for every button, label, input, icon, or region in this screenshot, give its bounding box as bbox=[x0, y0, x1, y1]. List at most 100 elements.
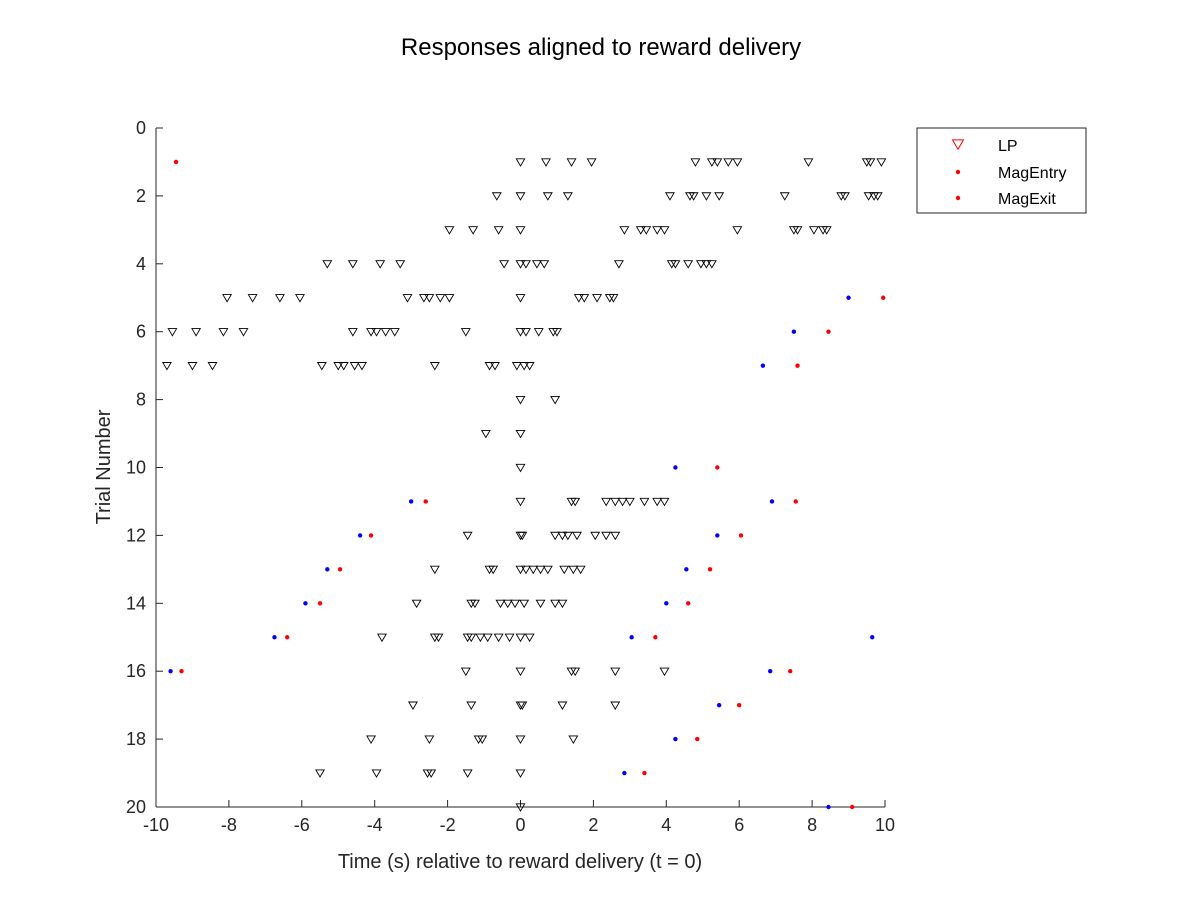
point-lp bbox=[579, 294, 590, 303]
point-lp bbox=[695, 260, 706, 269]
point-magentry bbox=[325, 567, 330, 572]
point-lp bbox=[723, 158, 734, 167]
point-lp bbox=[333, 362, 344, 371]
point-magentry bbox=[826, 804, 831, 810]
point-lp bbox=[732, 158, 743, 167]
point-lp bbox=[624, 497, 635, 507]
point-magexit bbox=[849, 804, 855, 810]
point-lp bbox=[411, 599, 422, 609]
point-lp bbox=[519, 599, 530, 609]
point-lp bbox=[701, 192, 712, 201]
point-lp bbox=[480, 429, 491, 439]
point-lp bbox=[613, 260, 624, 269]
point-lp bbox=[482, 633, 493, 643]
point-lp bbox=[371, 328, 382, 337]
point-lp bbox=[488, 565, 499, 575]
point-magentry bbox=[357, 533, 363, 538]
point-lp bbox=[315, 769, 326, 778]
point-magentry bbox=[760, 363, 766, 368]
point-lp bbox=[366, 328, 377, 337]
point-magentry bbox=[408, 499, 414, 504]
point-lp bbox=[732, 226, 743, 235]
legend-marker-magexit bbox=[955, 195, 961, 201]
point-lp bbox=[161, 362, 172, 371]
point-lp bbox=[531, 260, 542, 269]
point-lp bbox=[466, 633, 477, 643]
point-lp bbox=[515, 429, 526, 439]
y-tick-label: 12 bbox=[126, 525, 146, 545]
point-lp bbox=[515, 328, 526, 337]
x-axis-label: Time (s) relative to reward delivery (t … bbox=[338, 851, 702, 873]
point-lp bbox=[617, 497, 628, 507]
point-lp bbox=[429, 362, 440, 371]
point-lp bbox=[839, 192, 850, 201]
point-lp bbox=[462, 769, 473, 778]
point-magexit bbox=[285, 635, 290, 640]
point-magentry bbox=[673, 465, 678, 470]
point-lp bbox=[592, 294, 603, 303]
x-ticks: -10 -8 -6 -4 -2 0 2 4 6 8 10 bbox=[143, 800, 895, 835]
point-lp bbox=[469, 599, 480, 609]
point-lp bbox=[395, 260, 406, 269]
point-lp bbox=[610, 497, 621, 507]
legend-label-magexit: MagExit bbox=[998, 191, 1056, 208]
point-lp bbox=[477, 735, 488, 744]
point-lp bbox=[444, 294, 455, 303]
point-lp bbox=[504, 633, 515, 643]
point-lp bbox=[460, 328, 471, 337]
point-lp bbox=[207, 362, 218, 371]
point-lp bbox=[639, 497, 650, 507]
point-lp bbox=[366, 735, 377, 744]
point-lp bbox=[539, 260, 550, 269]
point-lp bbox=[424, 294, 435, 303]
y-tick-label: 14 bbox=[126, 593, 146, 613]
point-lp bbox=[429, 565, 440, 575]
point-lp bbox=[550, 531, 561, 541]
point-lp bbox=[550, 599, 561, 609]
point-magentry bbox=[622, 770, 627, 776]
point-lp bbox=[659, 667, 670, 677]
point-lp bbox=[515, 667, 526, 677]
point-lp bbox=[515, 226, 526, 235]
x-tick-label: 4 bbox=[661, 815, 671, 835]
point-lp bbox=[520, 260, 531, 269]
point-lp bbox=[347, 328, 358, 337]
point-magentry bbox=[629, 635, 634, 640]
x-tick-label: 10 bbox=[875, 815, 895, 835]
point-lp bbox=[347, 260, 358, 269]
point-lp bbox=[876, 158, 887, 167]
point-lp bbox=[690, 158, 701, 167]
point-lp bbox=[601, 531, 612, 541]
point-lp bbox=[222, 294, 233, 303]
point-magentry bbox=[791, 329, 797, 334]
point-lp bbox=[375, 260, 386, 269]
point-lp bbox=[572, 531, 582, 541]
point-lp bbox=[247, 294, 258, 303]
y-tick-label: 4 bbox=[136, 254, 146, 274]
point-lp bbox=[542, 565, 553, 575]
x-tick-label: -4 bbox=[367, 815, 383, 835]
point-lp bbox=[706, 158, 717, 167]
point-magexit bbox=[738, 533, 744, 538]
legend-label-magentry: MagEntry bbox=[998, 165, 1066, 182]
point-lp bbox=[493, 633, 504, 643]
point-lp bbox=[541, 158, 552, 167]
x-tick-label: -10 bbox=[143, 815, 169, 835]
x-tick-label: -2 bbox=[440, 815, 456, 835]
point-lp bbox=[515, 565, 526, 575]
y-tick-label: 0 bbox=[136, 118, 146, 138]
y-ticks: 0 2 4 6 8 10 12 14 16 18 20 bbox=[126, 118, 163, 817]
point-lp bbox=[524, 633, 535, 643]
point-lp bbox=[520, 328, 531, 337]
point-magexit bbox=[715, 465, 720, 470]
point-lp bbox=[652, 497, 663, 507]
point-magexit bbox=[793, 499, 798, 504]
point-lp bbox=[515, 735, 526, 744]
legend-label-lp: LP bbox=[998, 138, 1018, 155]
legend-marker-magentry bbox=[955, 169, 961, 175]
point-lp bbox=[590, 531, 601, 541]
point-lp bbox=[535, 599, 546, 609]
point-magexit bbox=[685, 601, 691, 606]
point-lp bbox=[610, 531, 621, 541]
